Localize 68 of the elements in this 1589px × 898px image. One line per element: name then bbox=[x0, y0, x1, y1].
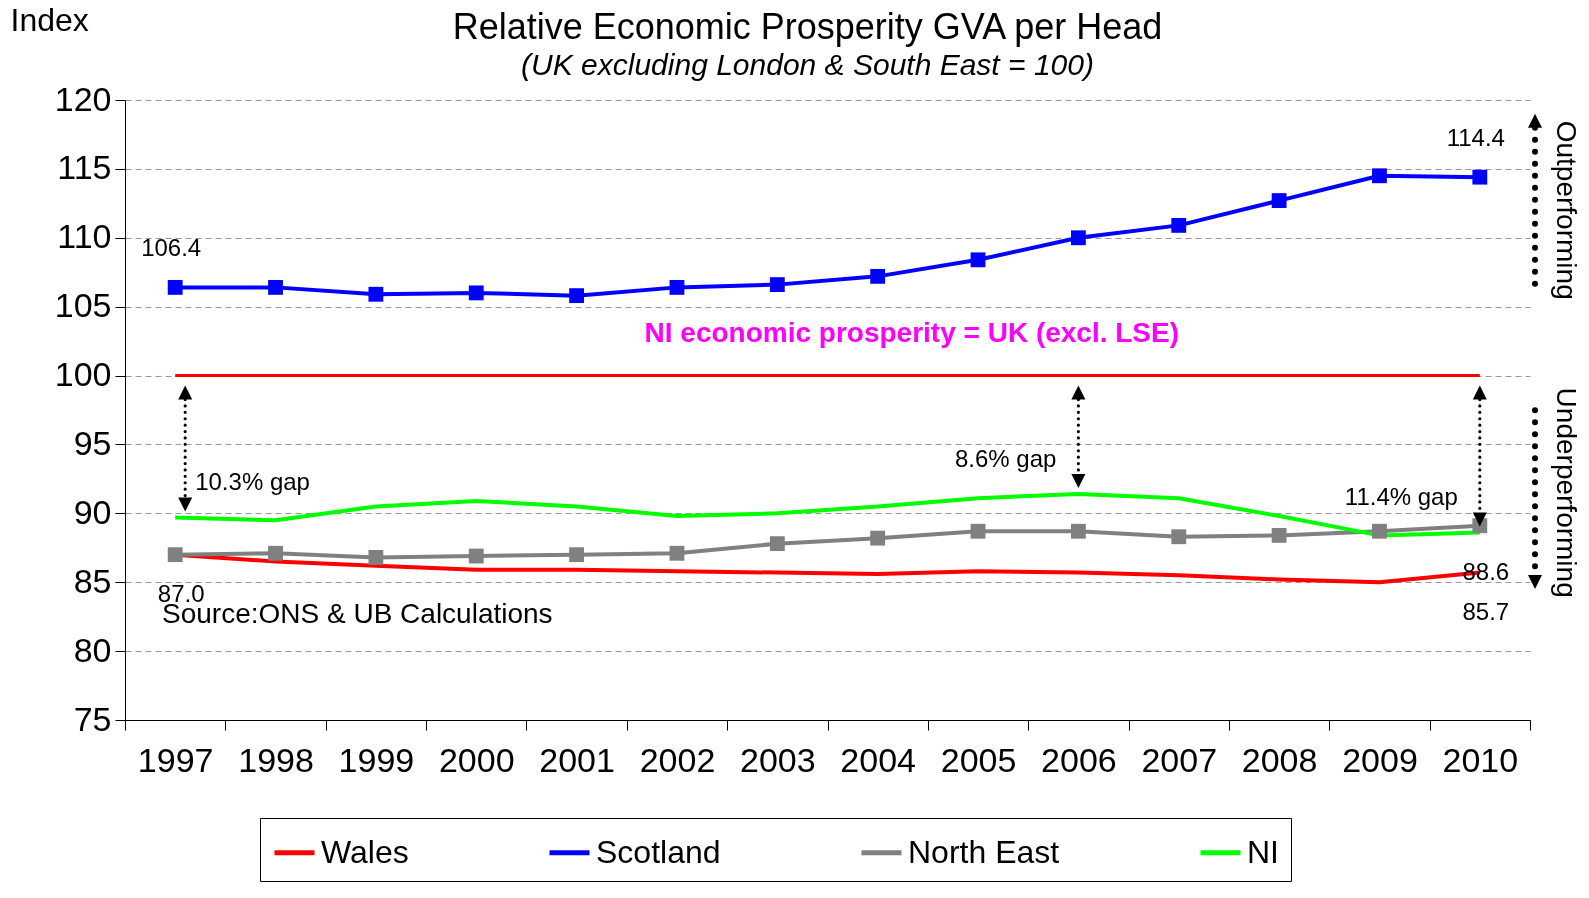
point bbox=[268, 279, 283, 295]
point bbox=[368, 550, 384, 565]
point bbox=[1070, 230, 1086, 246]
point bbox=[1372, 168, 1387, 184]
point bbox=[468, 548, 484, 564]
y-tick-label: 80 bbox=[73, 630, 112, 669]
data-label: 114.4 bbox=[1446, 124, 1505, 152]
point bbox=[268, 545, 283, 561]
point bbox=[1171, 529, 1187, 545]
y-tick-label: 95 bbox=[73, 423, 112, 462]
ref-line-label: NI economic prosperity = UK (excl. LSE) bbox=[644, 316, 1180, 348]
point bbox=[870, 530, 886, 546]
annotation: 11.4% gap bbox=[1344, 483, 1458, 511]
x-tick-label: 2009 bbox=[1342, 740, 1418, 779]
x-tick-label: 2003 bbox=[740, 740, 816, 779]
legend-label: NI bbox=[1247, 833, 1279, 870]
x-tick-label: 1999 bbox=[338, 740, 415, 779]
point bbox=[569, 547, 585, 563]
point bbox=[1070, 523, 1086, 539]
y-tick-label: 110 bbox=[57, 217, 112, 256]
text: Outperforming bbox=[1551, 120, 1582, 300]
chart-subtitle: (UK excluding London & South East = 100) bbox=[521, 48, 1094, 81]
y-tick-label: 115 bbox=[57, 148, 112, 187]
legend-label: Wales bbox=[321, 833, 409, 870]
x-tick-label: 1998 bbox=[238, 740, 314, 779]
x-tick-label: 2005 bbox=[940, 740, 1017, 779]
x-tick-label: 2010 bbox=[1442, 740, 1519, 779]
x-tick-label: 2008 bbox=[1241, 740, 1318, 779]
point bbox=[167, 279, 183, 295]
point bbox=[1271, 193, 1287, 208]
annotation: 10.3% gap bbox=[195, 468, 310, 496]
point bbox=[368, 286, 384, 302]
point bbox=[769, 277, 785, 293]
point bbox=[1271, 527, 1287, 543]
y-tick-label: 90 bbox=[73, 492, 112, 531]
y-tick-label: 120 bbox=[54, 79, 112, 118]
data-label: 88.6 bbox=[1462, 557, 1510, 585]
y-tick-label: 105 bbox=[54, 286, 112, 325]
data-label: 85.7 bbox=[1462, 597, 1510, 625]
data-label: 106.4 bbox=[141, 234, 202, 262]
y-tick-label: 85 bbox=[73, 561, 112, 600]
point bbox=[1372, 523, 1387, 539]
x-tick-label: 2006 bbox=[1041, 740, 1117, 779]
x-tick-label: 2001 bbox=[539, 740, 615, 779]
point bbox=[970, 252, 986, 268]
x-tick-label: 2004 bbox=[840, 740, 916, 779]
point bbox=[1171, 217, 1187, 233]
y-tick-label: 75 bbox=[73, 699, 112, 738]
point bbox=[468, 285, 484, 301]
point bbox=[970, 523, 986, 539]
point bbox=[870, 268, 886, 284]
point bbox=[167, 547, 183, 563]
x-tick-label: 1997 bbox=[137, 740, 214, 779]
point bbox=[669, 545, 685, 561]
point bbox=[1472, 169, 1488, 185]
y-axis-title: Index bbox=[10, 1, 89, 38]
annotation: 8.6% gap bbox=[954, 444, 1057, 472]
x-tick-label: 2000 bbox=[438, 740, 515, 779]
point bbox=[669, 279, 685, 295]
text: Underperforming bbox=[1551, 387, 1582, 598]
chart-title: Relative Economic Prosperity GVA per Head bbox=[452, 6, 1163, 47]
point bbox=[769, 536, 785, 552]
legend-label: North East bbox=[908, 833, 1060, 870]
y-tick-label: 100 bbox=[54, 355, 112, 394]
x-tick-label: 2007 bbox=[1141, 740, 1218, 779]
legend-label: Scotland bbox=[596, 833, 721, 870]
x-tick-label: 2002 bbox=[639, 740, 716, 779]
point bbox=[569, 288, 585, 304]
